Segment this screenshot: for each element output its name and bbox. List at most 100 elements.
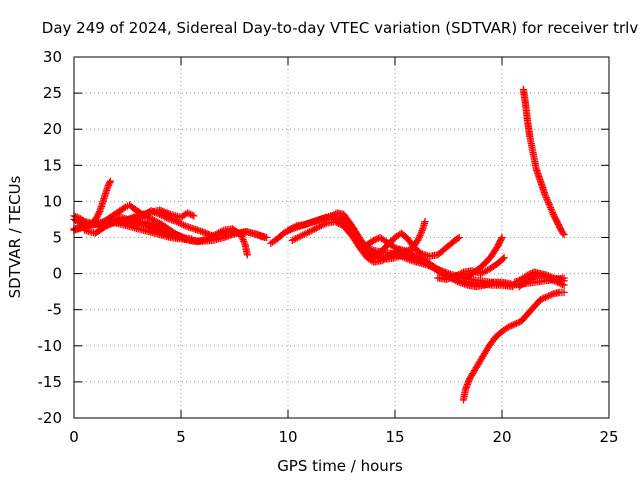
- data-point: [391, 244, 399, 252]
- data-point-fill: [509, 321, 517, 329]
- data-point: [305, 228, 313, 236]
- data-point-fill: [287, 224, 296, 233]
- x-tick-label: 25: [599, 428, 618, 446]
- data-point-fill: [547, 205, 555, 213]
- data-point-fill: [293, 234, 302, 242]
- data-point-fill: [240, 237, 248, 245]
- y-tick-label: 30: [43, 48, 62, 66]
- y-tick-label: 10: [43, 192, 62, 210]
- data-point-fill: [558, 280, 567, 289]
- data-point: [541, 272, 549, 281]
- data-point-fill: [295, 233, 303, 241]
- x-tick-label: 20: [492, 428, 511, 446]
- data-point: [177, 232, 185, 240]
- data-point: [506, 280, 515, 288]
- data-point: [280, 229, 288, 237]
- data-point-fill: [453, 272, 461, 280]
- data-point-fill: [307, 227, 315, 235]
- data-point-fill: [298, 231, 307, 239]
- data-point-fill: [499, 255, 507, 263]
- data-point-fill: [506, 322, 514, 330]
- data-point: [511, 278, 519, 286]
- data-point-fill: [414, 236, 422, 244]
- data-point-fill: [187, 210, 195, 218]
- data-point-fill: [163, 227, 171, 236]
- data-point: [314, 223, 322, 231]
- data-point: [209, 233, 217, 242]
- data-point-fill: [540, 294, 548, 302]
- data-point-fill: [512, 319, 521, 328]
- data-point-fill: [214, 231, 222, 239]
- data-point-fill: [417, 230, 425, 238]
- data-point-fill: [160, 226, 168, 234]
- data-point-fill: [416, 231, 424, 240]
- data-point-fill: [552, 277, 560, 286]
- data-point-fill: [514, 319, 522, 327]
- y-tick-label: 5: [52, 229, 62, 247]
- series-arc-f: [113, 206, 198, 227]
- data-point-fill: [106, 179, 114, 187]
- data-point-fill: [304, 228, 312, 237]
- data-point-fill: [72, 212, 80, 221]
- data-point-fill: [300, 230, 308, 238]
- data-point: [203, 235, 211, 243]
- data-point-fill: [538, 295, 546, 303]
- series-arc-p: [459, 288, 568, 404]
- data-point-fill: [418, 226, 426, 235]
- data-point: [288, 236, 296, 244]
- y-tick-label: 20: [43, 120, 62, 138]
- data-point: [498, 233, 506, 242]
- data-point-fill: [162, 227, 170, 235]
- data-point-fill: [321, 220, 329, 228]
- data-point-fill: [144, 223, 153, 231]
- data-point: [477, 270, 485, 278]
- data-point-fill: [146, 224, 154, 232]
- data-point-fill: [480, 268, 488, 276]
- data-point: [156, 223, 164, 231]
- data-point: [547, 275, 555, 283]
- data-point-fill: [415, 233, 423, 241]
- data-point-fill: [546, 204, 555, 212]
- x-tick-label: 0: [69, 428, 79, 446]
- data-point: [545, 200, 553, 208]
- data-point-fill: [178, 220, 186, 228]
- data-point-fill: [559, 229, 567, 237]
- data-point-fill: [95, 209, 103, 217]
- data-point: [524, 271, 532, 279]
- data-point: [543, 293, 551, 301]
- data-point: [367, 254, 376, 262]
- data-point-fill: [555, 279, 563, 287]
- data-point-fill: [316, 222, 324, 231]
- data-point-fill: [369, 253, 377, 261]
- data-point-fill: [529, 273, 538, 281]
- data-point-fill: [179, 221, 188, 229]
- data-point-fill: [456, 270, 464, 278]
- y-tick-labels: -20 -15 -10 -5 0 5 10 15 20 25 30: [38, 48, 63, 427]
- data-point: [190, 212, 198, 220]
- data-point: [560, 231, 568, 239]
- data-point-fill: [548, 290, 556, 299]
- data-point-fill: [531, 272, 539, 281]
- data-point-fill: [289, 224, 297, 232]
- x-tick-label: 5: [176, 428, 186, 446]
- data-point-fill: [371, 236, 379, 244]
- data-point-fill: [549, 209, 557, 217]
- data-point-fill: [73, 213, 81, 221]
- y-tick-label: 25: [43, 84, 62, 102]
- series-arc-m: [361, 218, 429, 256]
- data-point-fill: [396, 246, 404, 254]
- y-tick-label: 15: [43, 156, 62, 174]
- data-point-fill: [179, 233, 187, 241]
- data-point-fill: [148, 224, 156, 233]
- data-point-fill: [152, 222, 160, 230]
- data-point-fill: [454, 271, 462, 279]
- data-point-fill: [557, 280, 565, 288]
- data-point-fill: [84, 221, 92, 229]
- data-point-fill: [165, 228, 173, 236]
- data-point: [243, 251, 251, 259]
- data-point-fill: [309, 226, 317, 234]
- data-point-fill: [542, 193, 550, 202]
- data-point: [414, 235, 423, 243]
- data-point: [554, 278, 562, 286]
